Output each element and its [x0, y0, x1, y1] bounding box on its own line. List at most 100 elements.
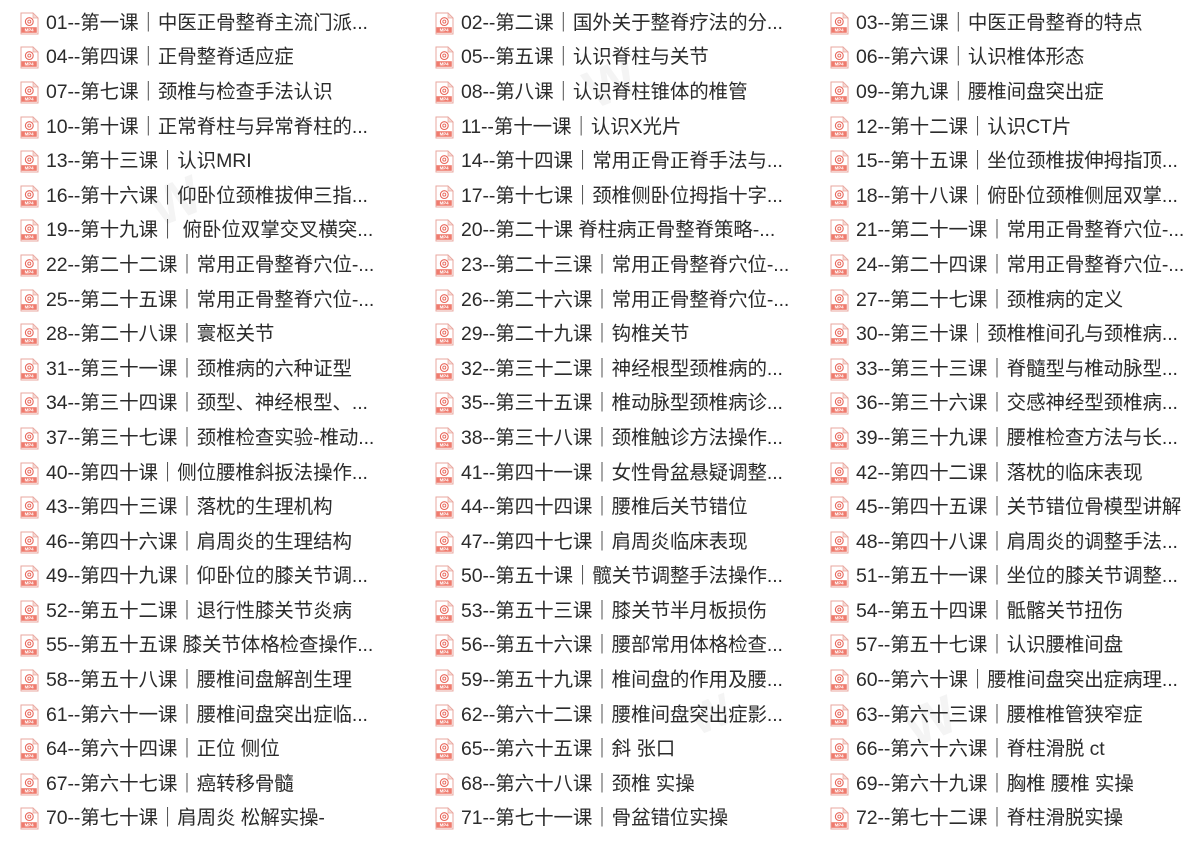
list-item[interactable]: MP4 61--第六十一课｜腰椎间盘突出症临... [0, 698, 415, 733]
list-item[interactable]: MP4 43--第四十三课｜落枕的生理机构 [0, 490, 415, 525]
list-item[interactable]: MP4 25--第二十五课｜常用正骨整脊穴位-... [0, 283, 415, 318]
file-name-label: 58--第五十八课｜腰椎间盘解剖生理 [46, 669, 352, 692]
mp4-video-file-icon: MP4 [435, 219, 454, 242]
file-name-label: 40--第四十课｜侧位腰椎斜扳法操作... [46, 461, 368, 484]
list-item[interactable]: MP4 38--第三十八课｜颈椎触诊方法操作... [415, 421, 810, 456]
list-item[interactable]: MP4 26--第二十六课｜常用正骨整脊穴位-... [415, 283, 810, 318]
list-item[interactable]: MP4 19--第十九课｜ 俯卧位双掌交叉横突... [0, 214, 415, 249]
list-item[interactable]: MP4 46--第四十六课｜肩周炎的生理结构 [0, 525, 415, 560]
list-item[interactable]: MP4 53--第五十三课｜膝关节半月板损伤 [415, 594, 810, 629]
list-item[interactable]: MP4 42--第四十二课｜落枕的临床表现 [810, 456, 1199, 491]
list-item[interactable]: MP4 08--第八课｜认识脊柱锥体的椎管 [415, 75, 810, 110]
list-item[interactable]: MP4 51--第五十一课｜坐位的膝关节调整... [810, 560, 1199, 595]
list-item[interactable]: MP4 62--第六十二课｜腰椎间盘突出症影... [415, 698, 810, 733]
list-item[interactable]: MP4 15--第十五课｜坐位颈椎拔伸拇指顶... [810, 144, 1199, 179]
mp4-video-file-icon: MP4 [435, 807, 454, 830]
list-item[interactable]: MP4 07--第七课｜颈椎与检查手法认识 [0, 75, 415, 110]
list-item[interactable]: MP4 71--第七十一课｜骨盆错位实操 [415, 802, 810, 837]
svg-text:MP4: MP4 [835, 650, 845, 655]
svg-text:MP4: MP4 [25, 650, 35, 655]
list-item[interactable]: MP4 57--第五十七课｜认识腰椎间盘 [810, 629, 1199, 664]
list-item[interactable]: MP4 65--第六十五课｜斜 张口 [415, 732, 810, 767]
list-item[interactable]: MP4 70--第七十课｜肩周炎 松解实操- [0, 802, 415, 837]
list-item[interactable]: MP4 17--第十七课｜颈椎侧卧位拇指十字... [415, 179, 810, 214]
list-item[interactable]: MP4 63--第六十三课｜腰椎椎管狭窄症 [810, 698, 1199, 733]
list-item[interactable]: MP4 52--第五十二课｜退行性膝关节炎病 [0, 594, 415, 629]
list-item[interactable]: MP4 68--第六十八课｜颈椎 实操 [415, 767, 810, 802]
list-item[interactable]: MP4 02--第二课｜国外关于整脊疗法的分... [415, 6, 810, 41]
file-name-label: 03--第三课｜中医正骨整脊的特点 [856, 11, 1143, 34]
svg-text:MP4: MP4 [25, 581, 35, 586]
list-item[interactable]: MP4 66--第六十六课｜脊柱滑脱 ct [810, 732, 1199, 767]
list-item[interactable]: MP4 04--第四课｜正骨整脊适应症 [0, 41, 415, 76]
list-item[interactable]: MP4 18--第十八课｜俯卧位颈椎侧屈双掌... [810, 179, 1199, 214]
svg-text:MP4: MP4 [25, 719, 35, 724]
list-item[interactable]: MP4 72--第七十二课｜脊柱滑脱实操 [810, 802, 1199, 837]
list-item[interactable]: MP4 44--第四十四课｜腰椎后关节错位 [415, 490, 810, 525]
list-item[interactable]: MP4 14--第十四课｜常用正骨正脊手法与... [415, 144, 810, 179]
list-item[interactable]: MP4 48--第四十八课｜肩周炎的调整手法... [810, 525, 1199, 560]
list-item[interactable]: MP4 20--第二十课 脊柱病正骨整脊策略-... [415, 214, 810, 249]
svg-text:MP4: MP4 [835, 373, 845, 378]
list-item[interactable]: MP4 30--第三十课｜颈椎椎间孔与颈椎病... [810, 317, 1199, 352]
mp4-video-file-icon: MP4 [20, 565, 39, 588]
file-name-label: 23--第二十三课｜常用正骨整脊穴位-... [461, 253, 790, 276]
list-item[interactable]: MP4 28--第二十八课｜寰枢关节 [0, 317, 415, 352]
list-item[interactable]: MP4 11--第十一课｜认识X光片 [415, 110, 810, 145]
list-item[interactable]: MP4 24--第二十四课｜常用正骨整脊穴位-... [810, 248, 1199, 283]
svg-text:MP4: MP4 [835, 235, 845, 240]
list-item[interactable]: MP4 39--第三十九课｜腰椎检查方法与长... [810, 421, 1199, 456]
list-item[interactable]: MP4 27--第二十七课｜颈椎病的定义 [810, 283, 1199, 318]
list-item[interactable]: MP4 32--第三十二课｜神经根型颈椎病的... [415, 352, 810, 387]
file-name-label: 39--第三十九课｜腰椎检查方法与长... [856, 426, 1178, 449]
list-item[interactable]: MP4 06--第六课｜认识椎体形态 [810, 41, 1199, 76]
list-item[interactable]: MP4 34--第三十四课｜颈型、神经根型、... [0, 387, 415, 422]
list-item[interactable]: MP4 49--第四十九课｜仰卧位的膝关节调... [0, 560, 415, 595]
svg-text:MP4: MP4 [835, 823, 845, 828]
file-name-label: 12--第十二课｜认识CT片 [856, 115, 1072, 138]
list-item[interactable]: MP4 09--第九课｜腰椎间盘突出症 [810, 75, 1199, 110]
svg-text:MP4: MP4 [25, 408, 35, 413]
list-item[interactable]: MP4 40--第四十课｜侧位腰椎斜扳法操作... [0, 456, 415, 491]
list-item[interactable]: MP4 10--第十课｜正常脊柱与异常脊柱的... [0, 110, 415, 145]
list-item[interactable]: MP4 12--第十二课｜认识CT片 [810, 110, 1199, 145]
list-item[interactable]: MP4 22--第二十二课｜常用正骨整脊穴位-... [0, 248, 415, 283]
list-item[interactable]: MP4 69--第六十九课｜胸椎 腰椎 实操 [810, 767, 1199, 802]
list-item[interactable]: MP4 60--第六十课｜腰椎间盘突出症病理... [810, 663, 1199, 698]
list-item[interactable]: MP4 16--第十六课｜仰卧位颈椎拔伸三指... [0, 179, 415, 214]
list-item[interactable]: MP4 59--第五十九课｜椎间盘的作用及腰... [415, 663, 810, 698]
mp4-video-file-icon: MP4 [830, 254, 849, 277]
svg-text:MP4: MP4 [835, 304, 845, 309]
list-item[interactable]: MP4 64--第六十四课｜正位 侧位 [0, 732, 415, 767]
file-name-label: 44--第四十四课｜腰椎后关节错位 [461, 496, 748, 519]
list-item[interactable]: MP4 56--第五十六课｜腰部常用体格检查... [415, 629, 810, 664]
list-item[interactable]: MP4 05--第五课｜认识脊柱与关节 [415, 41, 810, 76]
mp4-video-file-icon: MP4 [830, 530, 849, 554]
mp4-video-file-icon: MP4 [830, 461, 849, 485]
list-item[interactable]: MP4 41--第四十一课｜女性骨盆悬疑调整... [415, 456, 810, 491]
mp4-video-file-icon: MP4 [435, 427, 454, 450]
list-item[interactable]: MP4 31--第三十一课｜颈椎病的六种证型 [0, 352, 415, 387]
svg-text:MP4: MP4 [25, 373, 35, 378]
svg-text:MP4: MP4 [25, 270, 35, 275]
list-item[interactable]: MP4 67--第六十七课｜癌转移骨髓 [0, 767, 415, 802]
list-item[interactable]: MP4 13--第十三课｜认识MRI [0, 144, 415, 179]
file-name-label: 53--第五十三课｜膝关节半月板损伤 [461, 599, 767, 622]
mp4-video-file-icon: MP4 [830, 219, 849, 242]
list-item[interactable]: MP4 01--第一课｜中医正骨整脊主流门派... [0, 6, 415, 41]
list-item[interactable]: MP4 45--第四十五课｜关节错位骨模型讲解 [810, 490, 1199, 525]
list-item[interactable]: MP4 37--第三十七课｜颈椎检查实验-椎动... [0, 421, 415, 456]
list-item[interactable]: MP4 54--第五十四课｜骶髂关节扭伤 [810, 594, 1199, 629]
list-item[interactable]: MP4 50--第五十课｜髋关节调整手法操作... [415, 560, 810, 595]
list-item[interactable]: MP4 58--第五十八课｜腰椎间盘解剖生理 [0, 663, 415, 698]
list-item[interactable]: MP4 33--第三十三课｜脊髓型与椎动脉型... [810, 352, 1199, 387]
list-item[interactable]: MP4 35--第三十五课｜椎动脉型颈椎病诊... [415, 387, 810, 422]
list-item[interactable]: MP4 03--第三课｜中医正骨整脊的特点 [810, 6, 1199, 41]
list-item[interactable]: MP4 55--第五十五课 膝关节体格检查操作... [0, 629, 415, 664]
list-item[interactable]: MP4 36--第三十六课｜交感神经型颈椎病... [810, 387, 1199, 422]
list-item[interactable]: MP4 47--第四十七课｜肩周炎临床表现 [415, 525, 810, 560]
file-name-label: 45--第四十五课｜关节错位骨模型讲解 [856, 496, 1182, 519]
list-item[interactable]: MP4 29--第二十九课｜钩椎关节 [415, 317, 810, 352]
list-item[interactable]: MP4 23--第二十三课｜常用正骨整脊穴位-... [415, 248, 810, 283]
list-item[interactable]: MP4 21--第二十一课｜常用正骨整脊穴位-... [810, 214, 1199, 249]
